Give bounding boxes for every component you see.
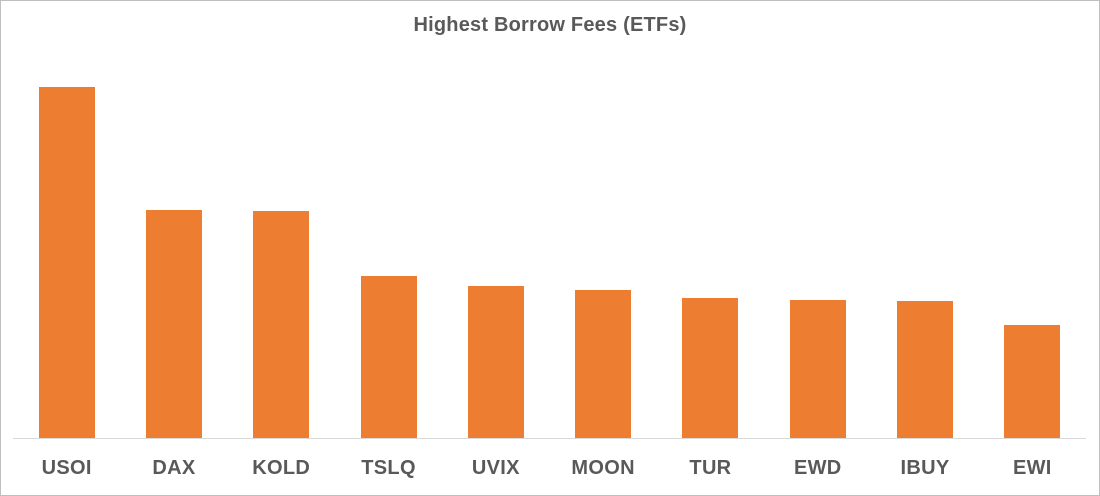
bar-usoi <box>38 87 95 438</box>
bar-slot-kold <box>228 56 335 438</box>
x-label-tur: TUR <box>689 457 732 479</box>
x-label-ewd: EWD <box>793 457 842 479</box>
x-label-moon: MOON <box>571 457 635 479</box>
chart-title: Highest Borrow Fees (ETFs) <box>413 14 687 36</box>
x-label-kold: KOLD <box>252 457 311 479</box>
bar-uvix <box>467 286 524 438</box>
bar-ibuy <box>897 301 954 438</box>
bar-slot-ewd <box>764 56 871 438</box>
bar-tslq <box>360 276 417 438</box>
bar-ewd <box>789 300 846 438</box>
x-label-tslq: TSLQ <box>361 457 416 479</box>
bar-kold <box>253 211 310 438</box>
x-label-dax: DAX <box>152 457 196 479</box>
bar-ewi <box>1004 325 1061 438</box>
plot-area <box>13 56 1086 439</box>
bar-slot-uvix <box>442 56 549 438</box>
bar-slot-ibuy <box>871 56 978 438</box>
bar-slot-tslq <box>335 56 442 438</box>
x-label-ewi: EWI <box>1012 457 1052 479</box>
bar-tur <box>682 298 739 438</box>
x-label-ibuy: IBUY <box>900 457 950 479</box>
bar-slot-tur <box>657 56 764 438</box>
bar-slot-dax <box>120 56 227 438</box>
bar-moon <box>575 290 632 438</box>
bar-slot-ewi <box>979 56 1086 438</box>
bar-slot-usoi <box>13 56 120 438</box>
x-label-usoi: USOI <box>41 457 92 479</box>
x-axis-labels: USOI DAX KOLD TSLQ UVIX MOON TUR EWD IBUY EWI <box>13 442 1086 493</box>
bar-slot-moon <box>549 56 656 438</box>
bar-dax <box>145 210 202 438</box>
x-label-uvix: UVIX <box>471 457 520 479</box>
